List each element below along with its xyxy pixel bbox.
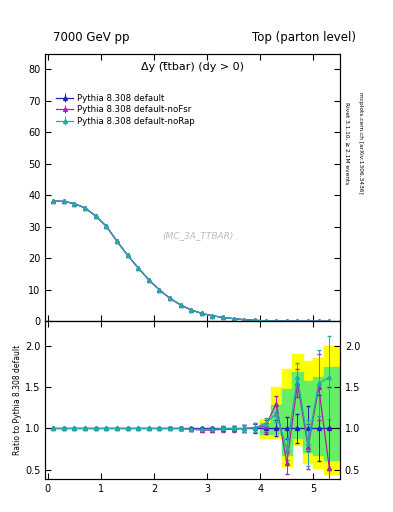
Text: Top (parton level): Top (parton level) bbox=[252, 31, 356, 44]
Legend: Pythia 8.308 default, Pythia 8.308 default-noFsr, Pythia 8.308 default-noRap: Pythia 8.308 default, Pythia 8.308 defau… bbox=[52, 90, 198, 129]
Text: 7000 GeV pp: 7000 GeV pp bbox=[53, 31, 130, 44]
Text: Δy (t̅tbar) (dy > 0): Δy (t̅tbar) (dy > 0) bbox=[141, 62, 244, 72]
Y-axis label: Ratio to Pythia 8.308 default: Ratio to Pythia 8.308 default bbox=[13, 345, 22, 455]
Text: mcplots.cern.ch [arXiv:1306.3436]: mcplots.cern.ch [arXiv:1306.3436] bbox=[358, 93, 364, 194]
Text: (MC_3A_TTBAR): (MC_3A_TTBAR) bbox=[163, 231, 234, 240]
Text: Rivet 3.1.10, ≥ 2.1M events: Rivet 3.1.10, ≥ 2.1M events bbox=[344, 102, 349, 184]
